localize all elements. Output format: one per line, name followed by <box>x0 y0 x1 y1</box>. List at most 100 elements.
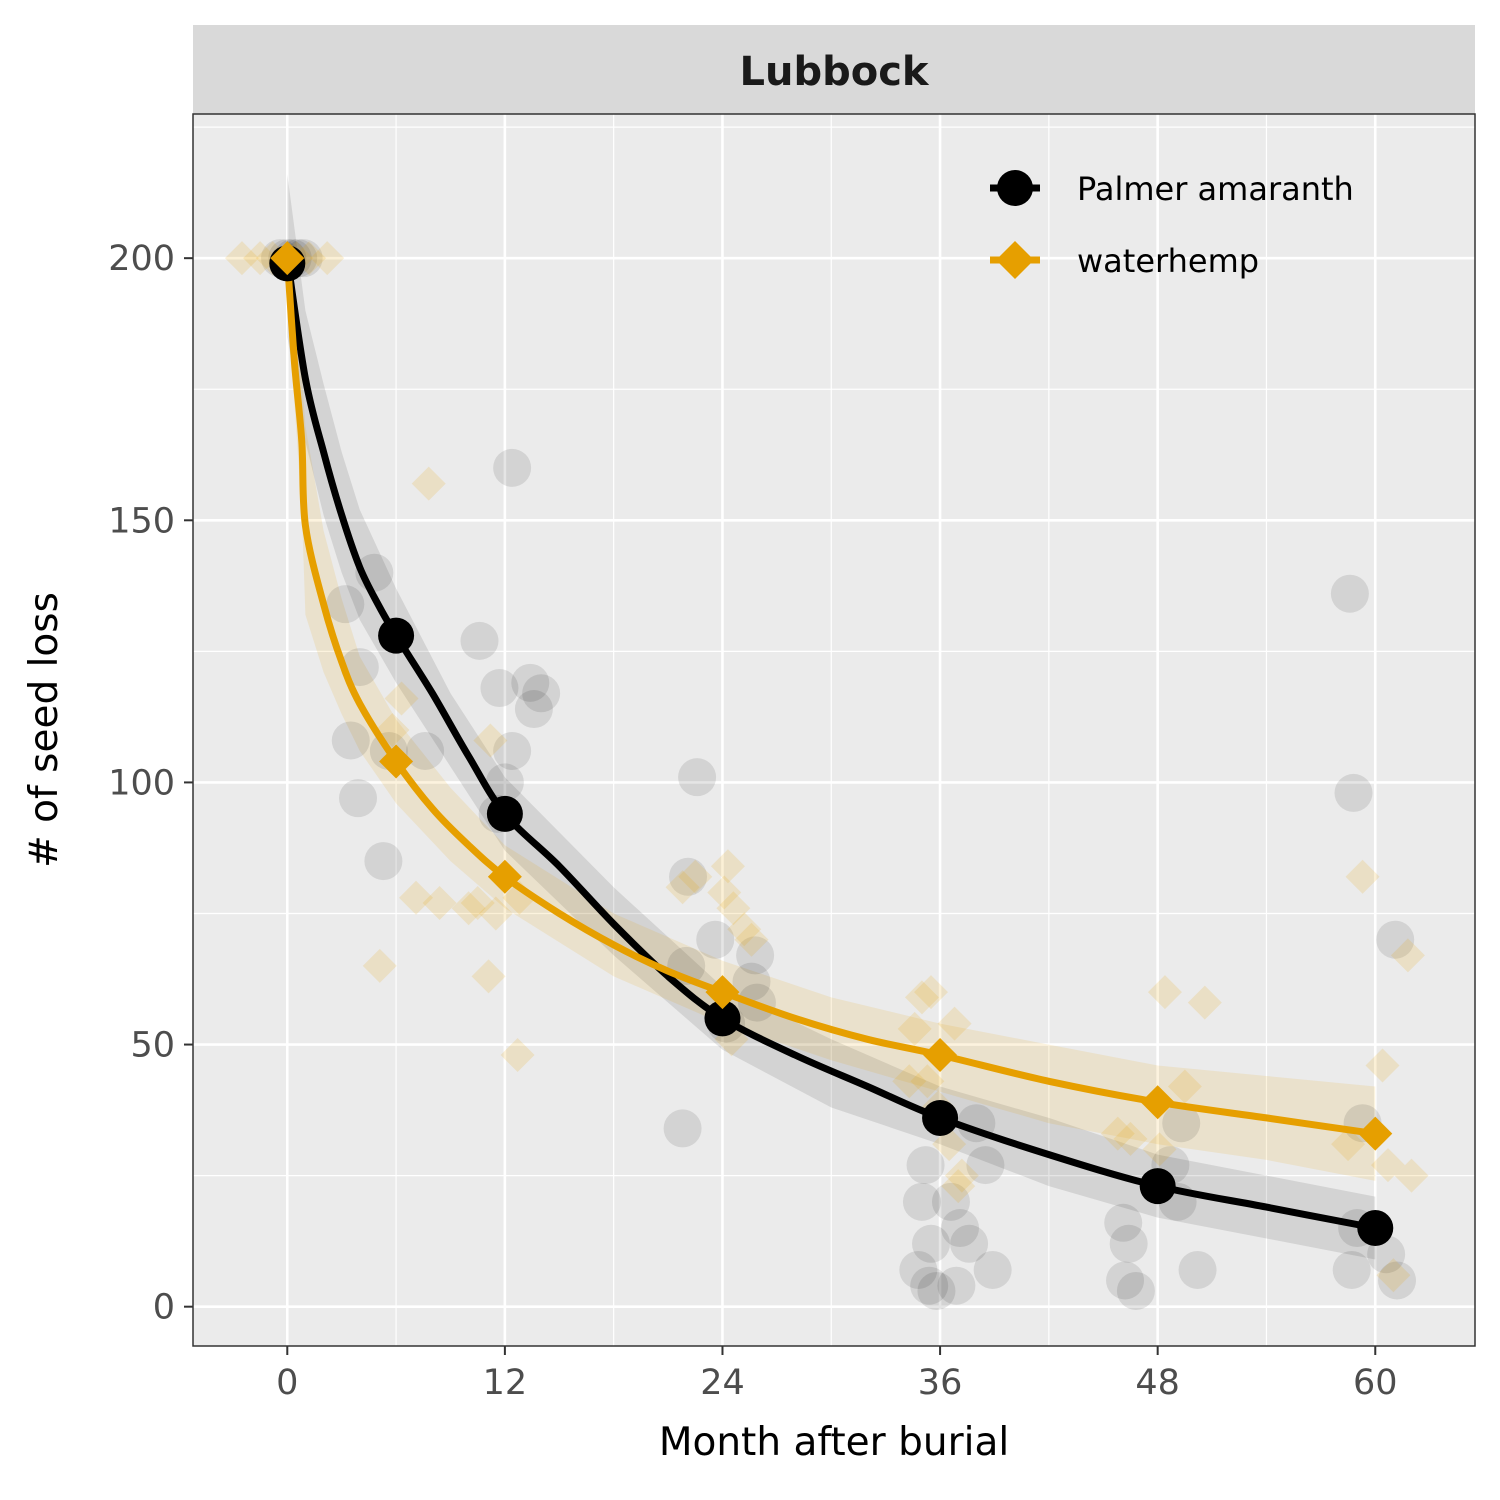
raw-point-waterhemp <box>944 1158 979 1193</box>
x-axis-title: Month after burial <box>659 1420 1009 1465</box>
facet-strip <box>193 25 1475 114</box>
fit-line-palmer <box>283 254 1379 1232</box>
raw-point-waterhemp <box>1331 1127 1366 1162</box>
raw-point-waterhemp <box>362 948 397 983</box>
raw-point-palmer <box>899 1250 938 1289</box>
raw-point-palmer <box>1162 1104 1201 1143</box>
y-tick-label: 200 <box>108 239 175 279</box>
raw-point-waterhemp <box>1370 1148 1405 1183</box>
raw-point-waterhemp <box>451 891 486 926</box>
raw-point-waterhemp <box>897 1011 932 1046</box>
x-tick-label: 60 <box>1353 1363 1398 1403</box>
raw-point-waterhemp <box>892 1064 927 1099</box>
raw-point-palmer <box>1334 773 1373 812</box>
raw-point-palmer <box>696 920 735 959</box>
y-tick-label: 150 <box>108 501 175 541</box>
mean-markers <box>269 241 1394 1247</box>
fit-lines <box>283 254 1379 1232</box>
raw-point-waterhemp <box>422 886 457 921</box>
raw-point-palmer <box>1376 920 1415 959</box>
legend-key-circle-icon <box>997 170 1033 206</box>
raw-point-waterhemp <box>1365 1048 1400 1083</box>
confidence-bands <box>287 174 1376 1260</box>
raw-point-waterhemp <box>243 241 278 276</box>
x-tick-label: 24 <box>700 1363 745 1403</box>
raw-point-palmer <box>941 1209 980 1248</box>
raw-point-palmer <box>973 1250 1012 1289</box>
raw-point-palmer <box>406 731 445 770</box>
raw-point-waterhemp <box>1345 859 1380 894</box>
raw-point-palmer <box>966 1146 1005 1185</box>
raw-point-palmer <box>678 758 717 797</box>
marker-palmer <box>486 795 523 832</box>
raw-point-palmer <box>931 1182 970 1221</box>
y-tick-label: 0 <box>153 1288 175 1328</box>
raw-point-waterhemp <box>904 980 939 1015</box>
raw-point-waterhemp <box>473 723 508 758</box>
raw-point-waterhemp <box>1142 1132 1177 1167</box>
raw-point-palmer <box>663 1109 702 1148</box>
raw-point-palmer <box>937 1266 976 1305</box>
raw-point-palmer <box>917 1271 956 1310</box>
legend-label-waterhemp: waterhemp <box>1077 242 1259 280</box>
raw-point-waterhemp <box>1147 975 1182 1010</box>
raw-point-waterhemp <box>1390 938 1425 973</box>
x-tick-label: 48 <box>1135 1363 1180 1403</box>
raw-point-palmer <box>1178 1250 1217 1289</box>
raw-point-waterhemp <box>710 849 745 884</box>
marker-palmer <box>922 1099 959 1136</box>
raw-point-waterhemp <box>500 1038 535 1073</box>
band-palmer <box>287 174 1376 1260</box>
y-axis: 0 50 100 150 200 <box>108 239 193 1328</box>
raw-point-waterhemp <box>678 859 713 894</box>
x-tick-label: 36 <box>918 1363 963 1403</box>
raw-point-waterhemp <box>941 1169 976 1204</box>
raw-point-palmer <box>1330 574 1369 613</box>
y-tick-label: 50 <box>130 1026 175 1066</box>
band-waterhemp <box>287 258 1376 1181</box>
raw-point-palmer <box>480 669 519 708</box>
raw-point-waterhemp <box>734 922 769 957</box>
x-tick-label: 12 <box>483 1363 528 1403</box>
facet-title: Lubbock <box>739 49 929 95</box>
marker-waterhemp <box>487 859 522 894</box>
fit-line-waterhemp <box>283 254 1379 1138</box>
marker-palmer <box>1357 1210 1394 1247</box>
raw-point-palmer <box>732 962 771 1001</box>
raw-point-palmer <box>326 585 365 624</box>
raw-point-waterhemp <box>1376 1258 1411 1293</box>
raw-point-waterhemp <box>471 959 506 994</box>
raw-point-palmer <box>364 842 403 881</box>
raw-point-palmer <box>902 1182 941 1221</box>
raw-point-waterhemp <box>914 975 949 1010</box>
marker-palmer <box>704 1000 741 1037</box>
raw-point-waterhemp <box>1113 1121 1148 1156</box>
raw-point-palmer <box>1332 1250 1371 1289</box>
plot-panel <box>193 114 1475 1346</box>
raw-point-waterhemp <box>716 891 751 926</box>
raw-point-palmer <box>460 621 499 660</box>
raw-point-palmer <box>669 857 708 896</box>
raw-point-palmer <box>1106 1261 1145 1300</box>
raw-point-palmer <box>485 763 524 802</box>
legend-label-palmer: Palmer amaranth <box>1077 170 1354 208</box>
x-axis: 0 12 24 36 48 60 <box>276 1346 1398 1403</box>
raw-point-palmer <box>493 448 532 487</box>
marker-waterhemp <box>923 1038 958 1073</box>
raw-point-palmer <box>912 1224 951 1263</box>
raw-point-waterhemp <box>411 466 446 501</box>
raw-point-palmer <box>514 690 553 729</box>
marker-waterhemp <box>270 241 305 276</box>
y-tick-label: 100 <box>108 763 175 803</box>
raw-point-palmer <box>906 1146 945 1185</box>
raw-point-waterhemp <box>665 870 700 905</box>
raw-point-waterhemp <box>478 896 513 931</box>
raw-point-waterhemp <box>1187 985 1222 1020</box>
marker-waterhemp <box>705 975 740 1010</box>
marker-waterhemp <box>1358 1116 1393 1151</box>
raw-point-waterhemp <box>384 681 419 716</box>
raw-point-palmer <box>1109 1224 1148 1263</box>
raw-point-palmer <box>339 779 378 818</box>
raw-point-waterhemp <box>1167 1069 1202 1104</box>
